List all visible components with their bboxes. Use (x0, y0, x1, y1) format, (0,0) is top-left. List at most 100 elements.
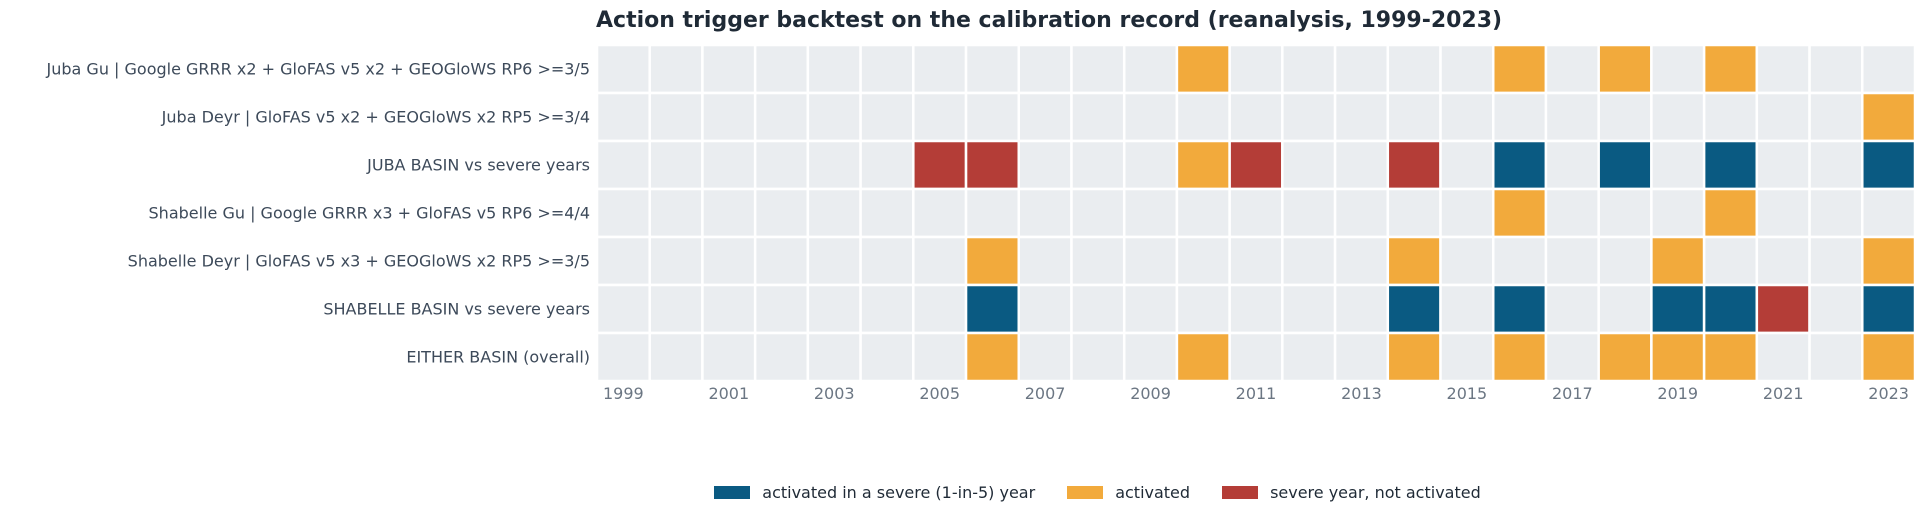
heatmap-cell (1070, 235, 1126, 287)
row-label: EITHER BASIN (overall) (406, 347, 590, 367)
heatmap-cell (1491, 283, 1548, 335)
heatmap-cell (1122, 43, 1179, 95)
heatmap-cell (1439, 139, 1495, 191)
heatmap-cell (1175, 235, 1231, 287)
heatmap-cell (595, 139, 651, 191)
heatmap-cell (912, 91, 968, 143)
x-tick-label: 2023 (1868, 384, 1909, 403)
heatmap-cell (1122, 283, 1179, 335)
heatmap-cell (1333, 139, 1390, 191)
heatmap-cell (1175, 43, 1231, 95)
heatmap-cell (859, 91, 915, 143)
heatmap-cell (648, 91, 704, 143)
heatmap-cell (1175, 91, 1231, 143)
heatmap-cell (1702, 139, 1759, 191)
heatmap-cell (1808, 331, 1864, 383)
heatmap-cell (701, 331, 757, 383)
x-tick-label: 2021 (1763, 384, 1804, 403)
heatmap-cell (1702, 91, 1759, 143)
heatmap-cell (1122, 235, 1179, 287)
heatmap-cell (595, 91, 651, 143)
heatmap-cell (1017, 139, 1073, 191)
heatmap-cell (1702, 331, 1759, 383)
heatmap-cell (1702, 187, 1759, 239)
heatmap-cell (1702, 43, 1759, 95)
heatmap-cell (1597, 139, 1653, 191)
heatmap-cell (648, 43, 704, 95)
heatmap-cell (1175, 187, 1231, 239)
x-tick-label: 2005 (919, 384, 960, 403)
heatmap-cell (964, 187, 1021, 239)
heatmap-cell (1755, 331, 1811, 383)
heatmap-cell (1861, 139, 1917, 191)
heatmap-cell (1650, 187, 1706, 239)
x-tick-label: 2011 (1236, 384, 1277, 403)
heatmap-cell (1491, 139, 1548, 191)
heatmap-cell (1755, 187, 1811, 239)
heatmap-cell (1650, 283, 1706, 335)
legend-item-hit: activated in a severe (1-in-5) year (714, 483, 1035, 502)
heatmap-cell (1861, 331, 1917, 383)
heatmap-cell (964, 91, 1021, 143)
heatmap-cell (1122, 139, 1179, 191)
heatmap-cell (1597, 283, 1653, 335)
heatmap-cell (859, 235, 915, 287)
heatmap-cell (1861, 235, 1917, 287)
heatmap-cell (1386, 91, 1442, 143)
heatmap-cell (648, 187, 704, 239)
heatmap-cell (912, 235, 968, 287)
heatmap-cell (1281, 283, 1337, 335)
heatmap-cell (912, 331, 968, 383)
heatmap-cell (1544, 91, 1600, 143)
heatmap-cell (806, 43, 862, 95)
heatmap-cell (1281, 91, 1337, 143)
heatmap-cell (1228, 235, 1284, 287)
heatmap-cell (1808, 91, 1864, 143)
heatmap-cell (1175, 283, 1231, 335)
heatmap-cell (648, 331, 704, 383)
heatmap-cell (964, 331, 1021, 383)
heatmap-cell (1281, 139, 1337, 191)
heatmap-cell (1228, 139, 1284, 191)
heatmap-cell (1491, 331, 1548, 383)
heatmap-cell (1597, 187, 1653, 239)
heatmap-cell (595, 43, 651, 95)
legend-swatch-missed (1222, 486, 1259, 499)
heatmap-cell (1333, 91, 1390, 143)
heatmap-cell (806, 235, 862, 287)
heatmap-cell (648, 235, 704, 287)
heatmap-cell (1861, 43, 1917, 95)
heatmap-cell (1491, 187, 1548, 239)
heatmap-cell (753, 331, 810, 383)
heatmap-cell (964, 43, 1021, 95)
legend-label-missed: severe year, not activated (1270, 483, 1481, 502)
heatmap-cell (701, 43, 757, 95)
heatmap-cell (1228, 331, 1284, 383)
heatmap-cell (1491, 43, 1548, 95)
x-tick-label: 2007 (1025, 384, 1066, 403)
x-tick-label: 2013 (1341, 384, 1382, 403)
heatmap-cell (1597, 331, 1653, 383)
heatmap-cell (1228, 187, 1284, 239)
x-tick-label: 1999 (603, 384, 644, 403)
heatmap-cell (859, 43, 915, 95)
heatmap-cell (1333, 43, 1390, 95)
heatmap-cell (806, 187, 862, 239)
heatmap-cell (1597, 235, 1653, 287)
heatmap-cell (912, 187, 968, 239)
heatmap-cell (1650, 331, 1706, 383)
heatmap-cell (1333, 235, 1390, 287)
heatmap-cell (595, 235, 651, 287)
heatmap-cell (1333, 331, 1390, 383)
heatmap-cell (1491, 91, 1548, 143)
heatmap-cell (1650, 43, 1706, 95)
heatmap-cell (859, 139, 915, 191)
heatmap-cell (1808, 235, 1864, 287)
heatmap-cell (1386, 139, 1442, 191)
heatmap-cell (1650, 139, 1706, 191)
legend: activated in a severe (1-in-5) year acti… (0, 483, 1925, 502)
row-label: SHABELLE BASIN vs severe years (323, 299, 590, 319)
heatmap-cell (964, 283, 1021, 335)
heatmap-cell (1808, 283, 1864, 335)
heatmap-cell (806, 283, 862, 335)
